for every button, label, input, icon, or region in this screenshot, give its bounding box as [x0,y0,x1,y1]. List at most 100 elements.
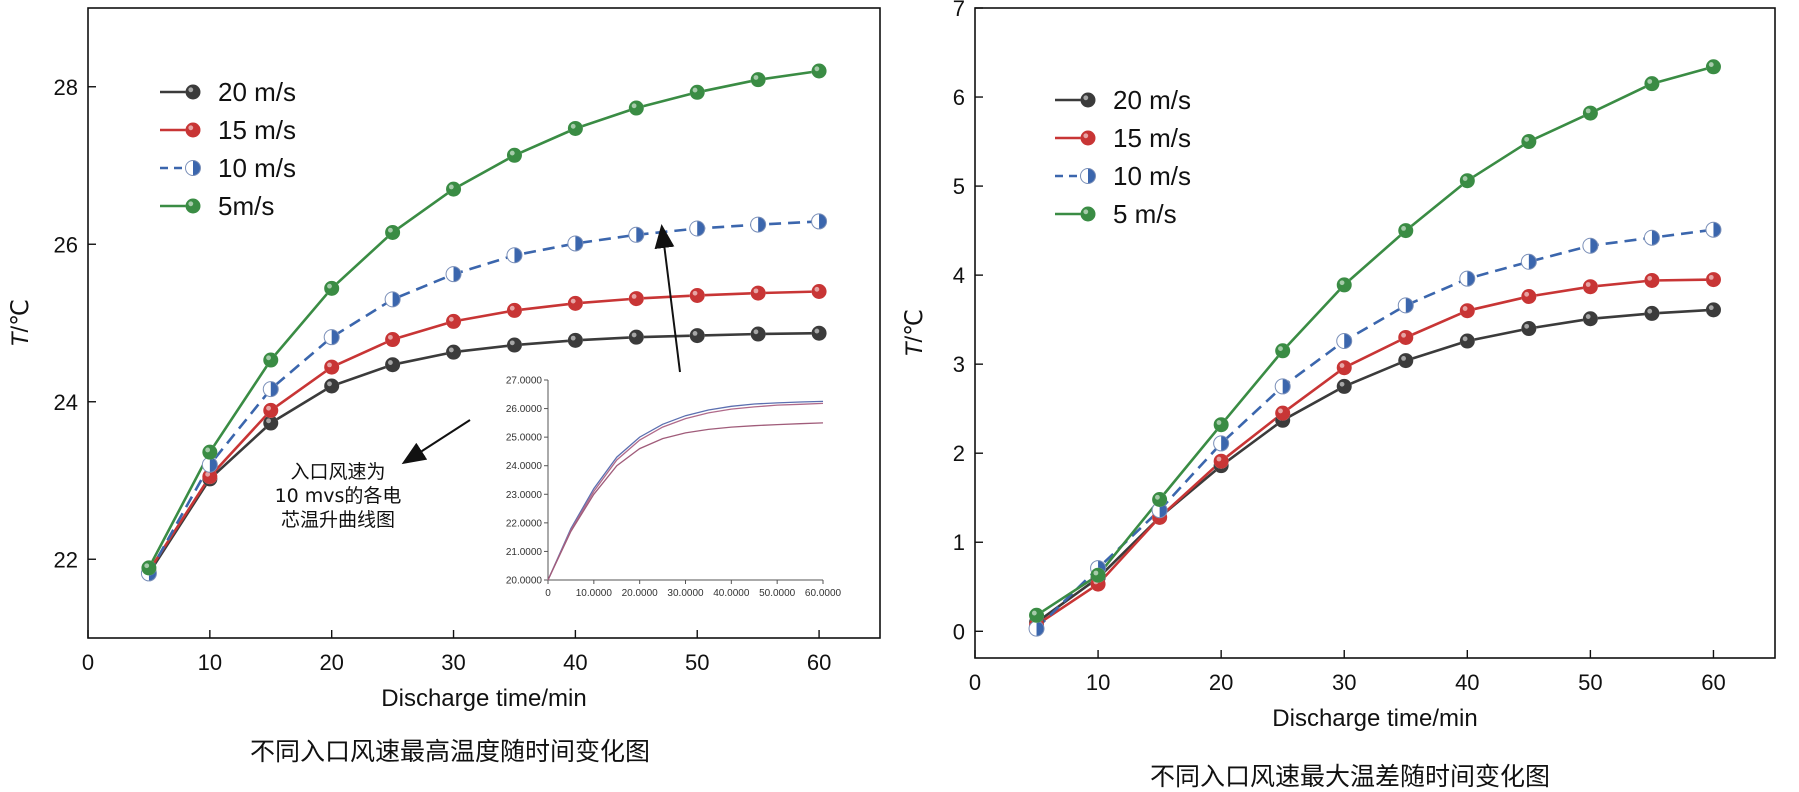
point-5-m-s-fill [1090,567,1106,583]
point-10-m-s-half [1590,238,1598,254]
point-10-m-s-half [758,217,766,233]
x-axis-title: Discharge time/min [1272,705,1477,732]
point-15-m-s-shine [1401,332,1406,338]
y-axis-title-symbol: T [7,330,34,347]
legend-marker-20-m-s-fill [1080,92,1096,108]
point-5-m-s-fill [1398,223,1414,239]
point-20-m-s-shine [266,418,271,424]
y-tick-label: 1 [953,530,965,555]
point-5-m-s-shine [1585,108,1591,114]
point-10-m-s-half [1405,297,1414,313]
point-5-m-s-shine [1093,570,1099,576]
x-axis-title: Discharge time/min [381,685,586,712]
point-5m-s-shine [266,355,271,361]
point-5m-s-fill [628,100,644,116]
point-20-m-s-fill [506,337,522,353]
y-tick-label: 28 [54,75,78,100]
legend-marker-5-m-s-fill [1080,206,1096,222]
y-axis-title: T/℃ [7,299,34,347]
point-5m-s-shine [570,123,576,129]
inset-x-tick-label: 30.0000 [667,588,704,599]
point-20-m-s-fill [446,344,462,360]
point-10-m-s-ring [1397,297,1414,314]
legend-label-20-m-s: 20 m/s [1113,85,1191,115]
legend-marker-10-m-s-half [1088,168,1096,184]
point-5-m-s-fill [1152,492,1168,508]
point-10-m-s-half [270,381,279,397]
point-10-m-s-ring [1582,237,1599,254]
point-15-m-s-fill [446,313,462,329]
point-10-m-s-half [453,266,462,282]
point-5m-s-shine [205,447,211,453]
annotation-arrow-left [401,419,471,465]
point-10-m-s-ring [1459,270,1476,287]
point-5-m-s-shine [1524,136,1530,142]
inset-background [478,365,843,610]
series-line-20-m-s [1035,308,1714,624]
point-5-m-s-shine [1339,280,1345,286]
y-tick-label: 26 [54,232,78,257]
point-5m-s-fill [811,63,827,79]
point-5m-s-fill [141,560,157,576]
point-10-m-s-half [209,457,218,473]
point-10-m-s-half [636,227,644,243]
legend-label-15-m-s: 15 m/s [218,115,296,145]
inset-y-tick-label: 20.0000 [506,576,543,587]
point-5m-s-shine [753,75,759,80]
inset-chart: 20.0000 21.0000 22.0000 23.0000 24.0000 25.00… [478,365,843,610]
y-axis-title-symbol: T [901,340,928,357]
point-10-m-s-ring [384,291,401,308]
point-5-m-s-shine [1647,79,1653,84]
point-15-m-s-fill [628,291,644,307]
series-line-5-m-s [1035,65,1714,617]
inset-x-tick-label: 0 [545,588,551,599]
x-tick-label: 20 [1209,670,1233,695]
point-15-m-s-shine [1524,291,1530,297]
left-caption: 不同入口风速最高温度随时间变化图 [250,737,650,766]
y-tick-label: 2 [953,441,965,466]
point-15-m-s-fill [1705,272,1721,288]
plot-frame [87,7,881,639]
point-10-m-s-half [1713,222,1721,238]
point-20-m-s-shine [570,335,576,341]
point-5-m-s-fill [1582,105,1598,121]
point-20-m-s-fill [1644,305,1660,321]
point-15-m-s-shine [1585,282,1591,287]
point-5m-s-shine [388,227,393,233]
legend-label-5m-s: 5m/s [218,191,274,221]
point-5-m-s-fill [1275,343,1291,359]
series-line-15-m-s [1035,278,1714,627]
point-15-m-s-fill [689,287,705,303]
point-20-m-s-fill [811,325,827,341]
point-20-m-s-shine [692,331,698,336]
legend-label-20-m-s: 20 m/s [218,77,296,107]
point-15-m-s-shine [631,293,637,299]
point-5m-s-fill [324,280,340,296]
x-tick-label: 10 [198,650,222,675]
point-20-m-s-fill [385,357,401,373]
inset-x-tick-label: 60.0000 [805,588,842,599]
point-10-m-s-half [1282,378,1291,394]
point-5-m-s-shine [1708,62,1714,67]
point-20-m-s-shine [1524,323,1530,329]
point-10-m-s-half [697,221,705,236]
annotation-line-1: 入口风速为 [290,461,385,483]
point-5m-s-fill [202,444,218,460]
point-5-m-s-fill [1213,417,1229,433]
point-5-m-s-shine [1216,420,1222,425]
legend-marker-15-m-s-shine [188,125,194,131]
point-15-m-s-shine [1708,274,1714,280]
point-20-m-s-shine [1462,336,1468,342]
y-tick-label: 6 [953,85,965,110]
point-20-m-s-shine [631,332,637,338]
point-10-m-s-ring [262,381,279,398]
x-tick-label: 50 [1578,670,1602,695]
series-line-20-m-s [147,331,820,575]
point-10-m-s-half [514,247,522,263]
point-20-m-s-shine [1585,314,1591,319]
inset-y-tick-label: 25.0000 [506,433,543,444]
point-20-m-s-shine [814,328,820,334]
point-20-m-s-fill [1705,302,1721,318]
point-15-m-s-shine [266,405,271,411]
point-10-m-s-ring [567,235,584,252]
